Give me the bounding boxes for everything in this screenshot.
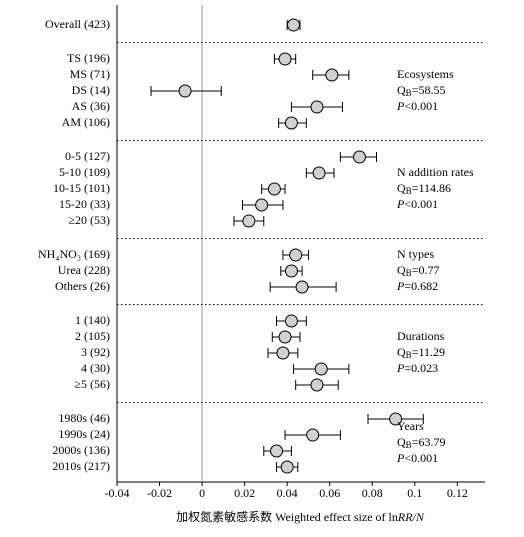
- row-label: 3 (92): [81, 345, 110, 359]
- q-symbol: Q: [397, 345, 406, 359]
- q-subscript: B: [406, 88, 412, 98]
- x-tick-label: 0.1: [407, 486, 422, 500]
- point: [284, 314, 298, 328]
- p-value: <0.001: [404, 451, 438, 465]
- row-label: Others (26): [55, 279, 110, 293]
- row-label: MS (71): [70, 67, 110, 81]
- group-title: N types: [397, 247, 434, 261]
- point: [278, 330, 292, 344]
- row-label: Urea (228): [58, 263, 110, 277]
- q-value: =58.55: [412, 83, 446, 97]
- point: [295, 280, 309, 294]
- row-label: 2 (105): [75, 329, 110, 343]
- x-tick-label: 0.02: [234, 486, 255, 500]
- group-title: N addition rates: [397, 165, 474, 179]
- row-label: TS (196): [67, 51, 110, 65]
- row-label: DS (14): [72, 83, 110, 97]
- point: [242, 214, 256, 228]
- row-label: 4 (30): [81, 361, 110, 375]
- point: [289, 248, 303, 262]
- point: [325, 68, 339, 82]
- row-label: NH₄NO₃ (169): [38, 247, 110, 261]
- point: [314, 362, 328, 376]
- group-title: Durations: [397, 329, 445, 343]
- row-label: 10-15 (101): [53, 181, 110, 195]
- point: [278, 52, 292, 66]
- p-symbol: P: [396, 451, 405, 465]
- x-tick-label: 0.08: [362, 486, 383, 500]
- point: [276, 346, 290, 360]
- group-p: P<0.001: [396, 451, 438, 465]
- x-tick-label: 0: [199, 486, 205, 500]
- group-p: P<0.001: [396, 197, 438, 211]
- point: [389, 412, 403, 426]
- point: [267, 182, 281, 196]
- p-symbol: P: [396, 99, 405, 113]
- point: [280, 460, 294, 474]
- group-q: QB=58.55: [397, 83, 445, 98]
- point: [306, 428, 320, 442]
- p-value: <0.001: [404, 99, 438, 113]
- row-label: AS (36): [72, 99, 110, 113]
- p-value: <0.001: [404, 197, 438, 211]
- row-label: 15-20 (33): [59, 197, 110, 211]
- x-tick-label: -0.02: [147, 486, 172, 500]
- p-value: =0.023: [404, 361, 438, 375]
- x-axis-label-italic: RR/N: [397, 510, 425, 524]
- q-value: =63.79: [412, 435, 446, 449]
- q-subscript: B: [406, 350, 412, 360]
- x-axis-label: 加权氮素敏感系数 Weighted effect size of lnRR/N: [176, 509, 425, 524]
- q-subscript: B: [406, 186, 412, 196]
- group-q: QB=114.86: [397, 181, 451, 196]
- q-value: =0.77: [412, 263, 440, 277]
- q-symbol: Q: [397, 181, 406, 195]
- row-label: 2010s (217): [52, 459, 110, 473]
- point: [270, 444, 284, 458]
- q-subscript: B: [406, 440, 412, 450]
- point: [352, 150, 366, 164]
- group-q: QB=63.79: [397, 435, 445, 450]
- point: [310, 100, 324, 114]
- x-axis-label-text: 加权氮素敏感系数 Weighted effect size of ln: [176, 509, 398, 524]
- point: [255, 198, 269, 212]
- p-value: =0.682: [404, 279, 438, 293]
- p-symbol: P: [396, 361, 405, 375]
- group-q: QB=11.29: [397, 345, 445, 360]
- row-label: 0-5 (127): [65, 149, 110, 163]
- q-symbol: Q: [397, 435, 406, 449]
- x-tick-label: 0.04: [277, 486, 298, 500]
- row-label: 2000s (136): [52, 443, 110, 457]
- group-p: P=0.682: [396, 279, 438, 293]
- point: [284, 264, 298, 278]
- x-tick-label: -0.04: [105, 486, 130, 500]
- point: [178, 84, 192, 98]
- row-label: 1980s (46): [58, 411, 110, 425]
- q-value: =114.86: [412, 181, 451, 195]
- point: [310, 378, 324, 392]
- point: [287, 18, 301, 32]
- p-symbol: P: [396, 279, 405, 293]
- row-label: AM (106): [62, 115, 110, 129]
- group-title: Years: [397, 419, 424, 433]
- point: [284, 116, 298, 130]
- group-p: P=0.023: [396, 361, 438, 375]
- q-symbol: Q: [397, 83, 406, 97]
- row-label: 1990s (24): [58, 427, 110, 441]
- q-symbol: Q: [397, 263, 406, 277]
- row-label: ≥5 (56): [74, 377, 110, 391]
- group-q: QB=0.77: [397, 263, 439, 278]
- q-value: =11.29: [412, 345, 445, 359]
- x-tick-label: 0.12: [447, 486, 468, 500]
- q-subscript: B: [406, 268, 412, 278]
- x-tick-label: 0.06: [319, 486, 340, 500]
- row-label: 5-10 (109): [59, 165, 110, 179]
- row-label: Overall (423): [45, 17, 110, 31]
- point: [312, 166, 326, 180]
- p-symbol: P: [396, 197, 405, 211]
- group-p: P<0.001: [396, 99, 438, 113]
- row-label: ≥20 (53): [68, 213, 110, 227]
- row-label: 1 (140): [75, 313, 110, 327]
- group-title: Ecosystems: [397, 67, 454, 81]
